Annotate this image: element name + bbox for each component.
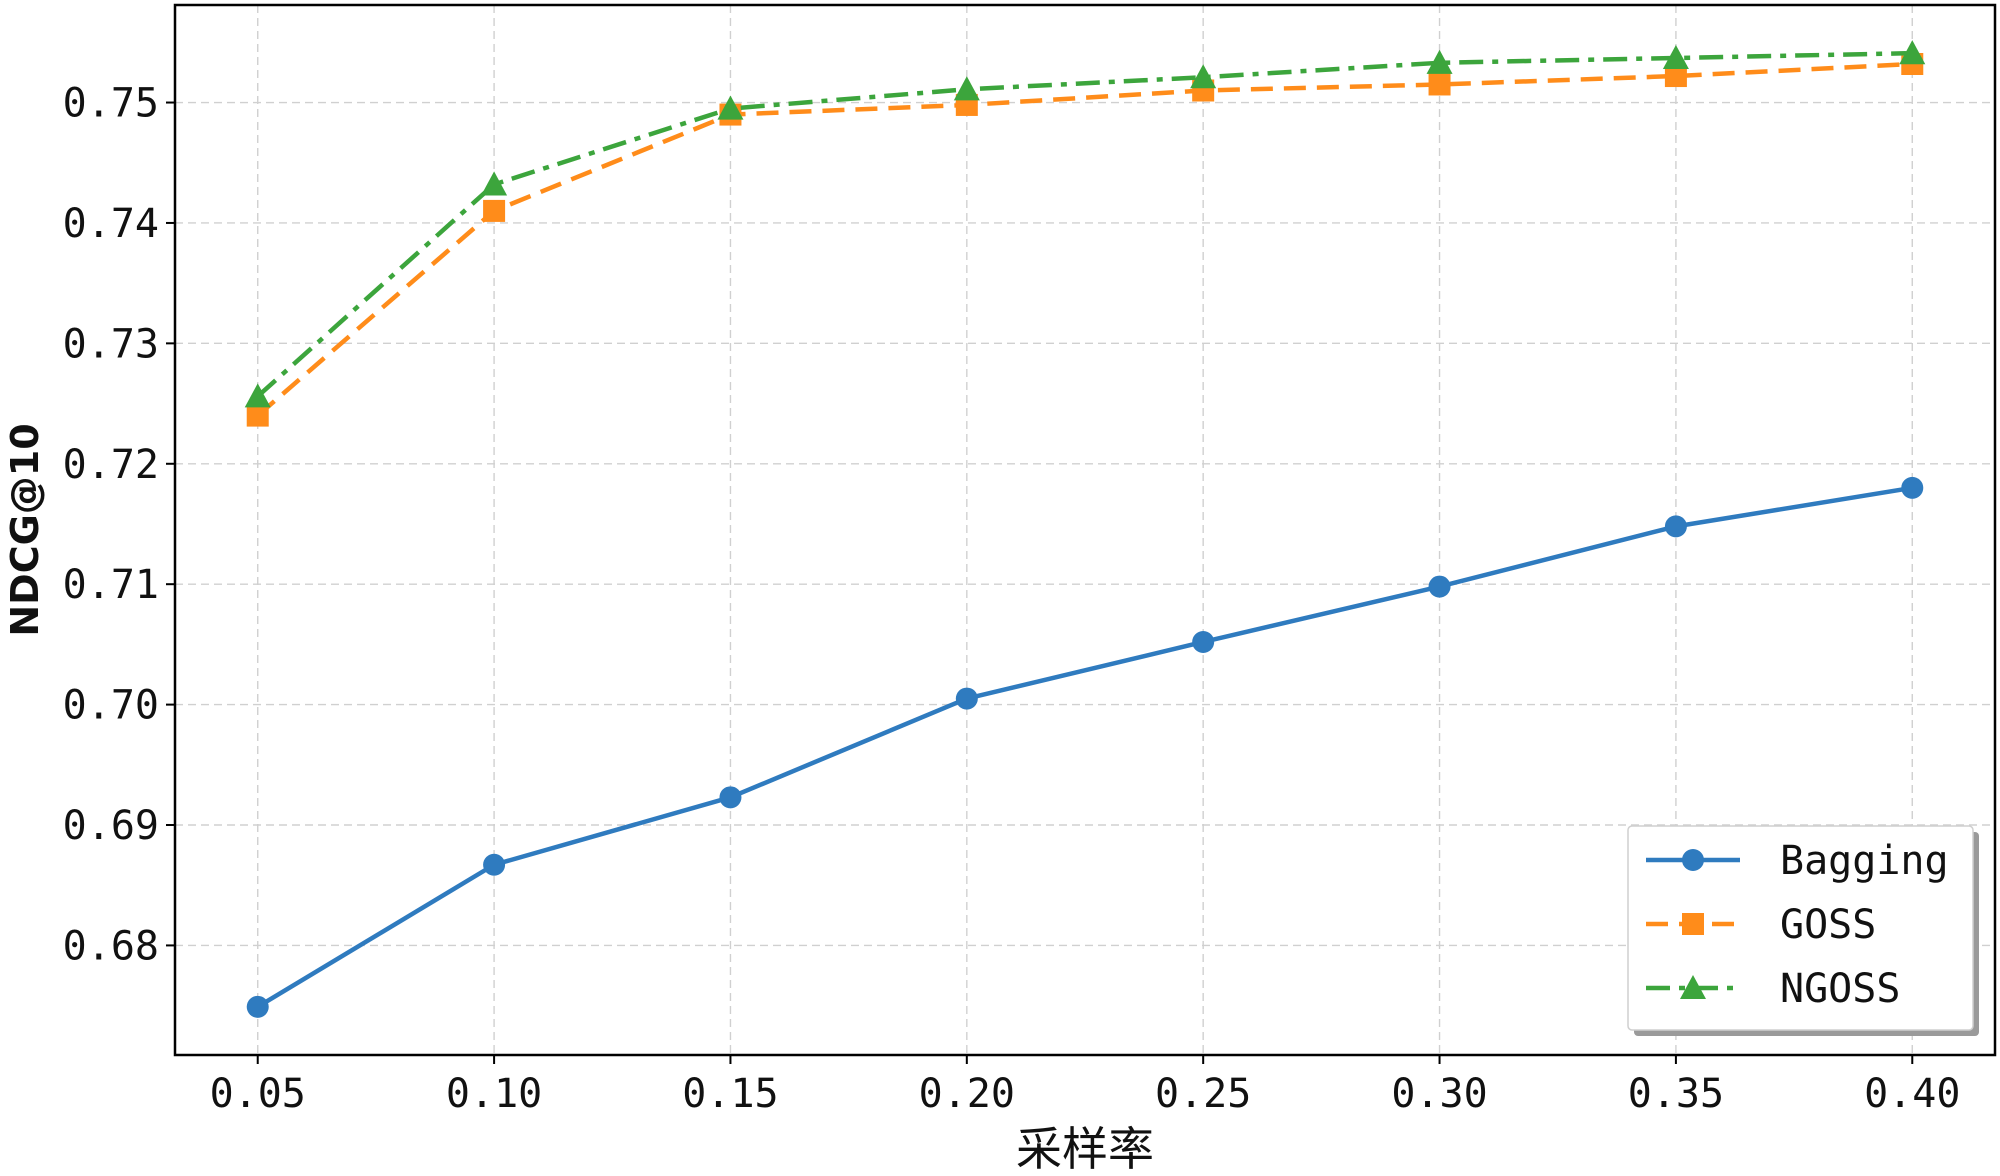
x-tick-label: 0.10 — [446, 1071, 542, 1117]
x-tick-label: 0.35 — [1628, 1071, 1724, 1117]
data-point — [246, 404, 269, 427]
data-point — [1664, 65, 1687, 88]
legend: Bagging GOSS NGOSS — [1627, 825, 1979, 1036]
x-tick-label: 0.15 — [682, 1071, 778, 1117]
series-line — [256, 61, 1913, 418]
data-point — [1192, 630, 1215, 653]
data-point — [717, 95, 744, 120]
legend-item: GOSS — [1646, 902, 1876, 948]
series-ngoss — [244, 40, 1926, 408]
legend-item: Bagging — [1646, 838, 1949, 884]
data-point — [1428, 575, 1451, 598]
series-line — [256, 50, 1913, 399]
data-point — [483, 199, 506, 222]
series-layer — [244, 40, 1926, 1018]
data-point — [246, 995, 269, 1018]
y-tick-label: 0.71 — [63, 562, 159, 608]
data-point — [953, 76, 980, 101]
data-point — [719, 786, 742, 809]
y-tick-label: 0.74 — [63, 201, 159, 247]
legend-marker — [1682, 913, 1704, 935]
legend-label: NGOSS — [1780, 966, 1900, 1012]
y-axis-title: NDCG@10 — [3, 423, 47, 636]
data-point — [1899, 40, 1926, 65]
y-tick-label: 0.69 — [63, 803, 159, 849]
x-tick-label: 0.30 — [1391, 1071, 1487, 1117]
data-point — [1662, 44, 1689, 70]
data-point — [244, 383, 271, 408]
data-point — [1901, 476, 1924, 499]
x-tick-label: 0.20 — [919, 1071, 1015, 1117]
legend-marker — [1682, 849, 1704, 871]
y-tick-label: 0.72 — [63, 442, 159, 488]
series-bagging — [246, 476, 1924, 1018]
x-tick-label: 0.05 — [210, 1071, 306, 1117]
x-axis-title: 采样率 — [1016, 1122, 1154, 1176]
data-point — [1426, 49, 1453, 74]
legend-marker — [1680, 975, 1706, 1000]
ticks: 0.05 0.10 0.15 0.20 0.25 0.30 0.35 0.40 0.68 0.69… — [63, 81, 1961, 1117]
x-tick-label: 0.25 — [1155, 1071, 1251, 1117]
data-point — [955, 687, 978, 710]
y-tick-label: 0.73 — [63, 321, 159, 367]
legend-item: NGOSS — [1646, 966, 1900, 1012]
y-tick-label: 0.75 — [63, 81, 159, 127]
y-tick-label: 0.70 — [63, 683, 159, 729]
data-point — [481, 171, 508, 196]
data-point — [1428, 73, 1451, 96]
grid — [175, 5, 1995, 1055]
y-tick-label: 0.68 — [63, 923, 159, 969]
data-point — [1664, 515, 1687, 538]
legend-label: Bagging — [1780, 838, 1949, 884]
plot-frame — [173, 3, 1997, 1057]
legend-label: GOSS — [1780, 902, 1876, 948]
series-goss — [246, 53, 1924, 427]
data-point — [1190, 64, 1217, 89]
data-point — [483, 853, 506, 876]
series-line — [256, 485, 1913, 1009]
x-tick-label: 0.40 — [1864, 1071, 1960, 1117]
legend-box — [1627, 825, 1974, 1031]
